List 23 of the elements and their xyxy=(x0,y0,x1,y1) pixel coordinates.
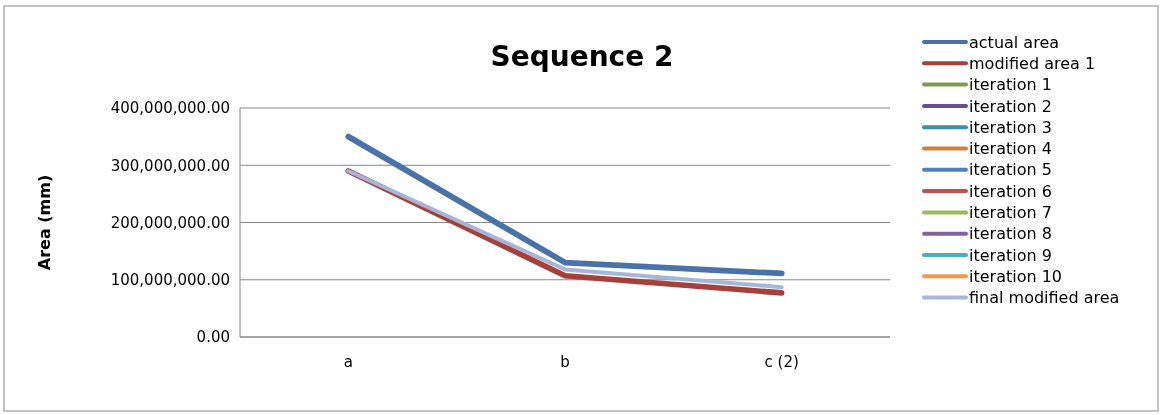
chart-title: Sequence 2 xyxy=(490,40,674,73)
x-tick-label: b xyxy=(560,353,570,371)
legend-label: iteration 4 xyxy=(969,139,1052,159)
legend-label: iteration 7 xyxy=(969,203,1052,222)
legend-label: iteration 5 xyxy=(969,160,1052,180)
x-tick-label: c (2) xyxy=(764,353,799,371)
y-tick-label: 100,000,000.00 xyxy=(110,271,230,289)
y-tick-label: 400,000,000.00 xyxy=(110,99,230,118)
legend-label: modified area 1 xyxy=(969,53,1096,73)
legend-label: actual area xyxy=(969,32,1060,52)
y-tick-label: 200,000,000.00 xyxy=(110,213,230,232)
y-axis-title: Area (mm) xyxy=(35,174,54,271)
y-tick-label: 300,000,000.00 xyxy=(110,156,230,175)
legend-label: iteration 3 xyxy=(969,117,1052,137)
legend-label: iteration 6 xyxy=(969,181,1052,201)
y-tick-label: 0.00 xyxy=(196,328,230,347)
legend-label: iteration 8 xyxy=(969,224,1052,244)
legend-label: iteration 10 xyxy=(969,266,1063,286)
legend-label: iteration 1 xyxy=(969,75,1052,95)
x-tick-label: a xyxy=(343,353,353,371)
legend-label: iteration 2 xyxy=(969,96,1052,116)
legend-label: final modified area xyxy=(969,288,1120,308)
legend-label: iteration 9 xyxy=(969,245,1052,265)
